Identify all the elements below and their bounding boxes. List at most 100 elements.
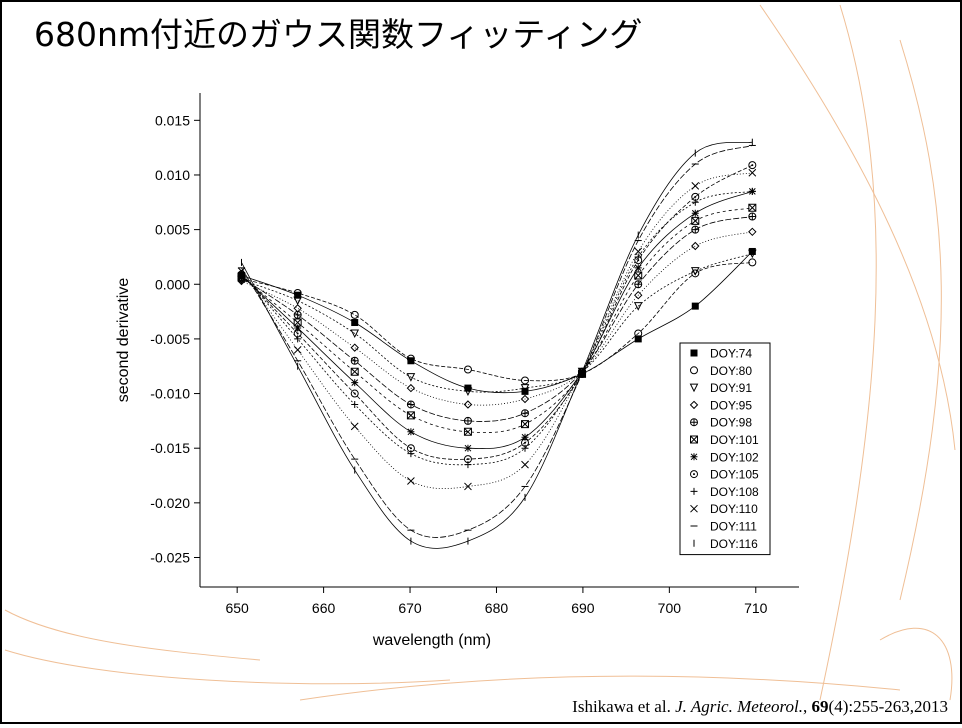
marker-shape: [634, 280, 643, 289]
marker-shape: [409, 447, 412, 450]
citation-rest: (4):255-263,2013: [829, 697, 948, 716]
marker: [520, 420, 529, 429]
marker: [407, 477, 415, 485]
marker: [748, 227, 757, 237]
marker: [691, 302, 699, 310]
marker: [406, 373, 416, 382]
y-tick-label: 0.005: [155, 222, 190, 238]
marker-shape: [690, 470, 698, 479]
marker: [406, 383, 416, 393]
x-tick-label: 700: [658, 600, 682, 616]
marker: [520, 409, 529, 418]
citation: Ishikawa et al. J. Agric. Meteorol., 69(…: [572, 697, 948, 716]
decoration: [4, 4, 956, 701]
marker: [406, 354, 415, 363]
legend-label: DOY:108: [710, 485, 759, 499]
marker: [521, 460, 529, 469]
marker-shape: [350, 422, 359, 431]
marker: [633, 302, 643, 311]
marker: [690, 470, 698, 479]
y-tick-label: -0.015: [150, 440, 190, 456]
citation-volume: 69: [812, 697, 829, 716]
marker: [690, 349, 698, 357]
marker: [463, 365, 472, 374]
marker-shape: [464, 444, 472, 452]
marker-shape: [691, 198, 699, 206]
marker-shape: [350, 343, 359, 352]
marker-shape: [634, 335, 642, 343]
marker: [748, 168, 757, 177]
marker-shape: [691, 209, 699, 217]
marker-shape: [406, 400, 415, 409]
marker: [634, 247, 643, 256]
fit-curve: [241, 190, 753, 450]
marker-shape: [691, 269, 700, 278]
y-tick-label: -0.005: [150, 331, 190, 347]
marker-shape: [690, 366, 698, 375]
x-axis-label: wavelength (nm): [372, 632, 491, 649]
x-tick-label: 680: [485, 600, 509, 616]
marker-shape: [689, 383, 699, 393]
marker: [406, 400, 415, 409]
marker: [691, 225, 700, 234]
marker: [690, 435, 698, 444]
y-tick-label: 0.010: [155, 167, 190, 183]
marker: [350, 310, 359, 319]
marker-shape: [463, 416, 472, 425]
marker-shape: [689, 400, 699, 410]
marker-shape: [634, 290, 643, 300]
fit-curve: [241, 145, 753, 538]
marker: [350, 329, 360, 339]
marker: [748, 212, 757, 221]
legend-label: DOY:98: [710, 416, 752, 430]
y-tick-label: -0.020: [150, 495, 190, 511]
marker-shape: [406, 354, 415, 363]
fit-curve: [241, 253, 753, 393]
marker: [521, 433, 529, 441]
y-tick-label: -0.025: [150, 549, 190, 565]
marker: [690, 453, 698, 461]
legend-label: DOY:74: [710, 347, 752, 361]
marker: [351, 400, 359, 408]
marker-shape: [633, 302, 643, 311]
marker: [748, 161, 757, 170]
marker: [748, 247, 756, 255]
marker: [463, 416, 472, 425]
marker: [634, 264, 642, 272]
marker-shape: [293, 289, 302, 298]
marker-shape: [406, 373, 416, 382]
marker-shape: [294, 291, 302, 299]
marker: [634, 290, 643, 300]
x-tick-label: 670: [398, 600, 422, 616]
marker-shape: [463, 387, 473, 396]
marker: [689, 400, 699, 410]
marker-shape: [407, 357, 415, 365]
marker: [520, 384, 530, 393]
marker: [350, 343, 359, 352]
marker: [690, 366, 698, 375]
fit-curve: [241, 190, 753, 466]
marker-shape: [293, 296, 302, 306]
marker-shape: [351, 379, 359, 387]
marker: [690, 267, 700, 276]
marker: [748, 187, 756, 195]
marker-shape: [520, 376, 529, 385]
marker-shape: [634, 253, 642, 261]
fit-curve: [241, 251, 753, 394]
marker-shape: [521, 433, 529, 441]
marker-shape: [748, 249, 757, 259]
marker-shape: [350, 356, 359, 365]
marker-shape: [748, 212, 757, 221]
marker-shape: [520, 384, 530, 393]
marker-shape: [748, 247, 756, 255]
marker-shape: [691, 225, 700, 234]
marker-shape: [523, 441, 526, 444]
marker: [350, 367, 359, 376]
marker: [294, 291, 302, 299]
marker-shape: [520, 420, 529, 429]
marker: [634, 271, 643, 280]
x-tick-label: 690: [571, 600, 595, 616]
marker-shape: [521, 460, 529, 469]
legend-label: DOY:105: [710, 468, 759, 482]
